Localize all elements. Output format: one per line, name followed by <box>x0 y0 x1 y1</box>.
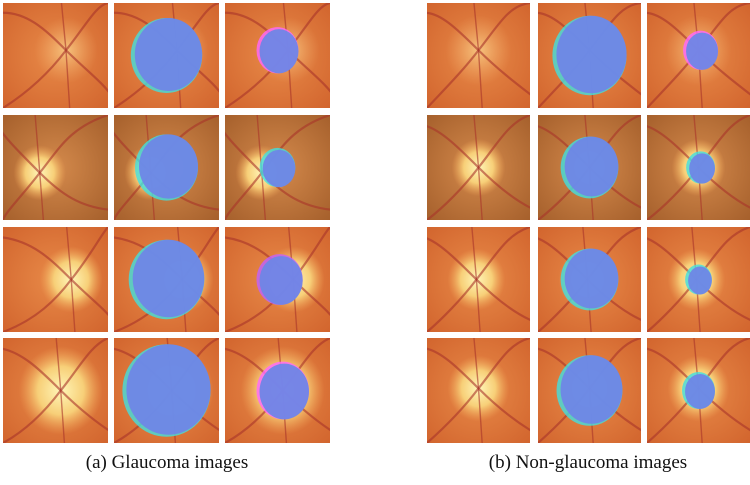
cup-segmentation <box>685 374 715 409</box>
fundus-image <box>533 333 646 448</box>
disc-segmentation <box>561 355 623 424</box>
disc-segmentation <box>565 249 619 309</box>
cup-segmentation <box>260 29 299 73</box>
caption: (a) Glaucoma images <box>86 452 248 473</box>
fundus-image <box>109 0 224 113</box>
fundus-image <box>109 333 224 448</box>
cup-segmentation <box>689 153 715 183</box>
cup-segmentation <box>686 33 718 70</box>
disc-segmentation <box>135 18 202 91</box>
cup-segmentation <box>263 150 296 187</box>
caption: (b) Non-glaucoma images <box>489 452 687 473</box>
fundus-image <box>422 333 535 448</box>
fundus-image <box>533 222 646 337</box>
fundus-image <box>422 222 535 337</box>
page: (a) Glaucoma images (b) Non-glaucoma ima… <box>0 0 750 485</box>
fundus-image <box>422 110 535 225</box>
fundus-image <box>109 110 224 225</box>
fundus-image <box>220 110 335 225</box>
disc-segmentation <box>565 137 619 197</box>
disc-segmentation <box>139 134 198 198</box>
figure: (a) Glaucoma images (b) Non-glaucoma ima… <box>0 0 750 485</box>
fundus-image <box>642 110 750 225</box>
fundus-image <box>533 110 646 225</box>
fundus-image <box>422 0 535 113</box>
fundus-image <box>642 0 750 113</box>
fundus-image <box>0 333 113 448</box>
fundus-image <box>533 0 646 113</box>
fundus-image <box>220 0 335 113</box>
disc-segmentation <box>133 240 205 317</box>
fundus-image <box>0 110 113 225</box>
image-grid <box>0 0 750 448</box>
fundus-image <box>220 222 335 337</box>
fundus-image <box>642 333 750 448</box>
fundus-image <box>0 222 113 337</box>
cup-segmentation <box>260 364 310 420</box>
fundus-image <box>109 222 224 337</box>
fundus-image <box>642 222 750 337</box>
fundus-image <box>0 0 113 113</box>
disc-segmentation <box>126 344 210 435</box>
disc-segmentation <box>556 16 626 93</box>
cup-segmentation <box>260 256 303 305</box>
fundus-image <box>220 333 335 448</box>
cup-segmentation <box>688 266 712 294</box>
